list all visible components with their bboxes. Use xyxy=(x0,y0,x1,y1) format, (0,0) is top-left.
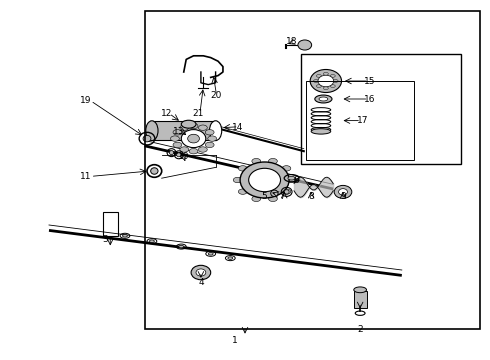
Text: 20: 20 xyxy=(210,91,221,100)
Ellipse shape xyxy=(171,136,179,141)
Circle shape xyxy=(310,69,342,93)
Ellipse shape xyxy=(354,287,367,293)
Text: 14: 14 xyxy=(232,123,244,132)
Text: 21: 21 xyxy=(193,109,204,118)
Ellipse shape xyxy=(333,80,338,82)
Ellipse shape xyxy=(189,123,198,129)
Text: 9: 9 xyxy=(340,192,346,201)
Ellipse shape xyxy=(151,168,158,174)
Text: 10: 10 xyxy=(178,152,190,161)
Ellipse shape xyxy=(208,253,213,255)
Text: 4: 4 xyxy=(198,278,204,287)
Text: 16: 16 xyxy=(364,95,376,104)
Ellipse shape xyxy=(317,75,321,77)
Ellipse shape xyxy=(269,196,277,202)
Ellipse shape xyxy=(317,85,321,87)
Text: 3: 3 xyxy=(102,235,108,244)
Ellipse shape xyxy=(180,125,189,130)
Ellipse shape xyxy=(239,189,247,194)
Text: 13: 13 xyxy=(173,127,185,136)
Bar xyxy=(306,81,414,160)
Ellipse shape xyxy=(239,166,247,171)
Ellipse shape xyxy=(269,158,277,164)
Bar xyxy=(145,11,480,329)
Circle shape xyxy=(196,269,206,276)
Ellipse shape xyxy=(198,125,207,130)
Ellipse shape xyxy=(287,177,296,183)
Ellipse shape xyxy=(198,147,207,152)
Ellipse shape xyxy=(122,235,127,237)
Bar xyxy=(103,212,118,236)
Circle shape xyxy=(181,130,206,148)
Text: 18: 18 xyxy=(286,37,297,46)
Ellipse shape xyxy=(189,149,198,154)
Ellipse shape xyxy=(314,80,318,82)
Text: 1: 1 xyxy=(232,336,238,345)
Circle shape xyxy=(334,185,352,198)
Ellipse shape xyxy=(149,240,154,243)
Ellipse shape xyxy=(270,190,278,197)
Ellipse shape xyxy=(240,162,289,198)
Text: 12: 12 xyxy=(161,109,172,118)
Text: 2: 2 xyxy=(357,325,363,334)
Ellipse shape xyxy=(288,176,295,180)
Ellipse shape xyxy=(284,190,289,194)
Ellipse shape xyxy=(173,130,182,135)
Ellipse shape xyxy=(252,196,261,202)
Text: 19: 19 xyxy=(80,96,92,105)
Ellipse shape xyxy=(176,153,181,157)
Ellipse shape xyxy=(323,87,328,90)
Ellipse shape xyxy=(205,142,214,148)
Ellipse shape xyxy=(143,135,151,142)
Ellipse shape xyxy=(228,257,233,259)
Text: 11: 11 xyxy=(80,172,92,181)
Text: 6: 6 xyxy=(294,176,299,185)
Ellipse shape xyxy=(181,120,196,128)
Ellipse shape xyxy=(180,147,189,152)
Ellipse shape xyxy=(319,97,328,101)
Bar xyxy=(354,291,367,308)
Text: 8: 8 xyxy=(308,192,314,201)
Ellipse shape xyxy=(205,130,214,135)
Ellipse shape xyxy=(323,72,328,75)
Ellipse shape xyxy=(169,151,173,155)
Circle shape xyxy=(339,189,347,195)
Ellipse shape xyxy=(179,246,184,248)
Ellipse shape xyxy=(282,189,291,194)
Ellipse shape xyxy=(282,166,291,171)
Ellipse shape xyxy=(233,177,242,183)
Circle shape xyxy=(188,134,199,143)
Circle shape xyxy=(318,75,334,87)
Text: 15: 15 xyxy=(364,77,376,86)
Circle shape xyxy=(191,265,211,280)
Ellipse shape xyxy=(248,168,280,192)
Ellipse shape xyxy=(208,136,217,141)
Ellipse shape xyxy=(252,158,261,164)
Bar xyxy=(301,54,461,164)
Bar xyxy=(152,121,216,140)
Text: 17: 17 xyxy=(357,116,368,125)
Ellipse shape xyxy=(330,75,335,77)
Ellipse shape xyxy=(146,121,158,141)
Ellipse shape xyxy=(311,129,331,134)
Ellipse shape xyxy=(315,95,332,103)
Text: 7: 7 xyxy=(279,192,285,201)
Ellipse shape xyxy=(173,142,182,148)
Text: 5: 5 xyxy=(262,192,268,201)
Ellipse shape xyxy=(330,85,335,87)
Circle shape xyxy=(298,40,312,50)
Ellipse shape xyxy=(210,121,221,141)
